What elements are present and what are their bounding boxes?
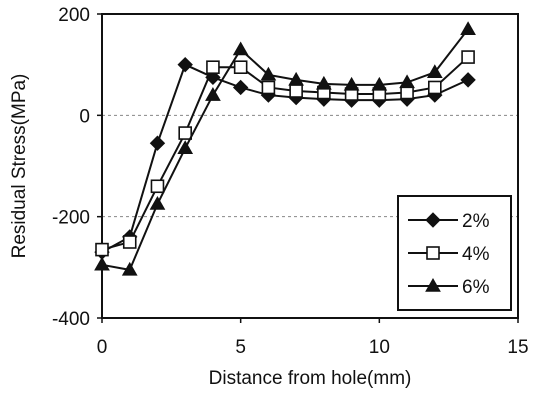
series-2-point bbox=[461, 50, 475, 64]
series-2-point bbox=[178, 126, 192, 140]
series-3-point bbox=[288, 71, 304, 86]
y-tick-label-2: -200 bbox=[52, 208, 90, 229]
series-1-point bbox=[149, 135, 166, 151]
x-tick-label-1: 5 bbox=[235, 337, 246, 358]
series-2-point bbox=[150, 179, 165, 194]
series-2-point bbox=[233, 60, 248, 75]
series-2-point bbox=[95, 242, 109, 257]
series-1-point bbox=[460, 72, 476, 88]
x-tick-label-3: 15 bbox=[507, 337, 528, 358]
series-2-point bbox=[261, 80, 276, 95]
series-3-point bbox=[121, 261, 138, 276]
series-3-point bbox=[316, 75, 332, 90]
legend: 2% 4% 6% bbox=[397, 195, 512, 311]
y-tick-label-0: 200 bbox=[58, 5, 90, 26]
x-tick-label-2: 10 bbox=[369, 337, 390, 358]
series-1-point bbox=[232, 79, 249, 96]
series-3-point bbox=[343, 76, 360, 91]
legend-label-2: 4% bbox=[462, 244, 490, 265]
legend-marker-3 bbox=[425, 277, 441, 292]
plot-frame bbox=[101, 13, 519, 319]
series-2-point bbox=[122, 235, 137, 249]
series-3-point bbox=[260, 66, 277, 81]
series-2-point bbox=[400, 85, 414, 100]
legend-marker-1 bbox=[425, 212, 441, 228]
legend-marker-2 bbox=[426, 246, 440, 260]
series-3 bbox=[94, 21, 476, 276]
series-2 bbox=[95, 50, 475, 257]
x-axis-title: Distance from hole(mm) bbox=[209, 368, 412, 389]
series-2-point bbox=[427, 80, 442, 95]
series-3-point bbox=[177, 140, 194, 155]
tick-layer: 0 5 10 15 200 0 -200 -400 bbox=[52, 5, 529, 358]
series-3-point bbox=[399, 74, 415, 89]
series-2-point bbox=[289, 84, 303, 98]
series-layer bbox=[94, 21, 476, 276]
series-3-point bbox=[232, 41, 249, 56]
series-3-point bbox=[371, 76, 388, 91]
legend-items: 2% 4% 6% bbox=[408, 211, 490, 298]
series-1-point bbox=[177, 56, 193, 73]
series-3-point bbox=[149, 195, 166, 210]
legend-label-1: 2% bbox=[462, 211, 490, 232]
x-tick-label-0: 0 bbox=[97, 337, 108, 358]
y-tick-label-1: 0 bbox=[79, 106, 90, 127]
legend-label-3: 6% bbox=[462, 277, 490, 298]
y-tick-label-3: -400 bbox=[52, 309, 90, 330]
series-3-point bbox=[426, 64, 443, 79]
series-3-point bbox=[94, 256, 110, 271]
series-2-point bbox=[206, 60, 220, 75]
series-3-point bbox=[460, 21, 476, 35]
series-3-point bbox=[205, 87, 221, 101]
y-axis-title: Residual Stress(MPa) bbox=[9, 74, 30, 259]
